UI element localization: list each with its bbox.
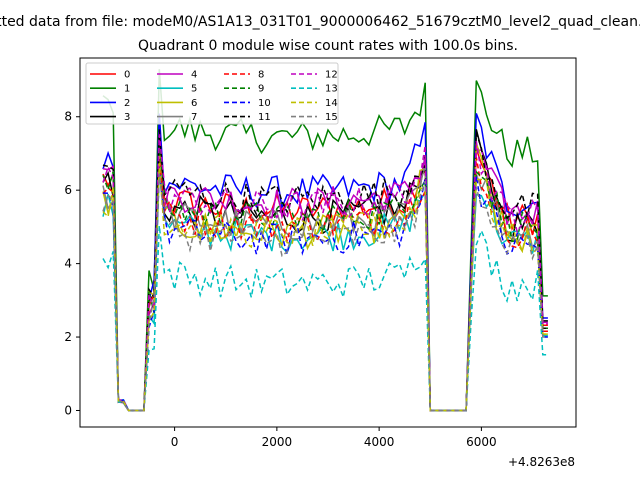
- legend-label-13: 13: [325, 84, 338, 95]
- chart-title: Quadrant 0 module wise count rates with …: [138, 38, 518, 54]
- legend-box: [85, 62, 339, 125]
- series-line-15: [102, 173, 548, 412]
- legend-label-8: 8: [258, 70, 264, 81]
- x-tick-label: 6000: [466, 435, 497, 449]
- x-tick-label: 0: [171, 435, 179, 449]
- axes-frame: [79, 57, 577, 428]
- x-tick-label: 4000: [364, 435, 395, 449]
- legend-label-1: 1: [124, 84, 130, 95]
- y-tick-label: 0: [64, 403, 72, 417]
- legend-label-7: 7: [191, 112, 197, 123]
- y-axis: 0 2 4 6 8: [64, 110, 80, 417]
- legend-label-15: 15: [325, 112, 338, 123]
- x-axis: 0 2000 4000 6000: [171, 427, 497, 449]
- y-tick-label: 8: [64, 110, 72, 124]
- legend-label-12: 12: [325, 70, 338, 81]
- series-line-12: [102, 135, 548, 412]
- series-layer: [102, 69, 548, 412]
- legend-label-5: 5: [191, 84, 197, 95]
- legend-label-4: 4: [191, 70, 197, 81]
- series-line-14: [102, 163, 548, 412]
- y-tick-label: 4: [64, 257, 72, 271]
- x-offset-label: +4.8263e8: [508, 455, 575, 469]
- legend-label-0: 0: [124, 70, 130, 81]
- legend-label-3: 3: [124, 112, 130, 123]
- series-line-1: [102, 69, 548, 412]
- legend-label-6: 6: [191, 98, 197, 109]
- suptitle: Plotted data from file: modeM0/AS1A13_03…: [0, 14, 640, 30]
- x-tick-label: 2000: [262, 435, 293, 449]
- legend-label-9: 9: [258, 84, 264, 95]
- legend-label-11: 11: [258, 112, 271, 123]
- y-tick-label: 6: [64, 183, 72, 197]
- legend-label-10: 10: [258, 98, 271, 109]
- legend-label-14: 14: [325, 98, 338, 109]
- y-tick-label: 2: [64, 330, 72, 344]
- series-line-13: [102, 225, 548, 412]
- legend-label-2: 2: [124, 98, 130, 109]
